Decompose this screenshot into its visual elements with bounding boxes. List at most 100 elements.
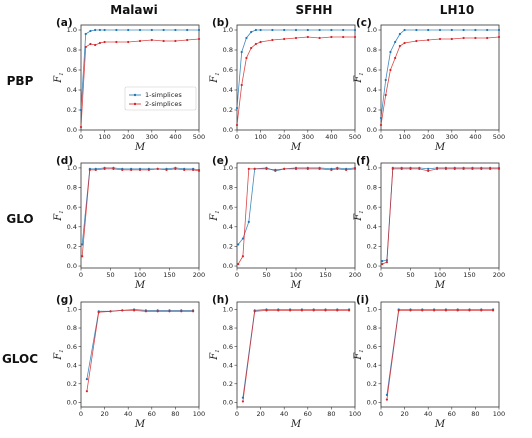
x-tick-label: 400 xyxy=(325,133,337,141)
series-line-1 xyxy=(380,29,499,119)
y-tick-label: 1.0 xyxy=(367,164,377,172)
data-point xyxy=(427,38,430,42)
x-tick-label: 50 xyxy=(262,271,270,279)
x-tick-label: 300 xyxy=(302,133,314,141)
data-point xyxy=(409,309,412,312)
data-point xyxy=(348,309,351,312)
y-axis-label: F1 xyxy=(53,349,65,360)
x-tick-label: 20 xyxy=(256,410,264,418)
data-point xyxy=(186,28,189,32)
data-point xyxy=(471,167,474,170)
y-tick-label: 0.4 xyxy=(367,361,377,369)
data-point xyxy=(254,28,257,32)
data-point xyxy=(84,45,87,49)
data-point xyxy=(94,43,97,47)
data-point xyxy=(330,168,333,171)
data-point xyxy=(235,123,239,127)
data-point xyxy=(97,311,100,314)
data-point xyxy=(165,168,168,171)
x-tick-label: 500 xyxy=(493,133,505,141)
data-point xyxy=(259,28,262,32)
y-tick-label: 0.6 xyxy=(67,66,77,74)
x-tick-label: 300 xyxy=(446,133,458,141)
data-point xyxy=(250,30,253,34)
data-point xyxy=(162,39,165,43)
y-axis-label-subscript: 1 xyxy=(59,72,65,76)
series-line-2 xyxy=(386,309,494,400)
data-point xyxy=(156,310,159,313)
data-point xyxy=(403,28,406,32)
series-line-2 xyxy=(382,168,499,265)
series-line-2 xyxy=(237,168,356,265)
data-point xyxy=(456,309,459,312)
data-point xyxy=(197,169,201,172)
data-point xyxy=(237,262,240,266)
y-axis-label-subscript: 1 xyxy=(359,210,365,214)
data-point xyxy=(394,40,397,44)
data-point xyxy=(433,309,436,312)
data-point xyxy=(180,310,183,313)
x-tick-label: 80 xyxy=(327,410,335,418)
y-tick-label: 0.0 xyxy=(223,262,233,270)
y-tick-label: 0.2 xyxy=(367,243,377,251)
data-point xyxy=(453,167,456,170)
data-point xyxy=(98,28,101,32)
data-point xyxy=(274,168,277,171)
data-point xyxy=(147,168,150,171)
x-tick-label: 500 xyxy=(349,133,361,141)
x-axis-label: M xyxy=(134,142,146,153)
x-tick-label: 100 xyxy=(193,410,205,418)
panel-e: 0 50 100 150 200 0.0 0.2 0.4 0.6 0.8 1.0 M F1 (e) xyxy=(209,155,361,291)
panel-f: 0 50 100 150 200 0.0 0.2 0.4 0.6 0.8 1.0 M F1 (f) xyxy=(353,155,505,291)
y-tick-label: 0.4 xyxy=(223,223,233,231)
data-point xyxy=(318,36,321,40)
y-tick-label: 0.2 xyxy=(223,380,233,388)
y-tick-label: 0.4 xyxy=(67,361,77,369)
column-header-malawi: Malawi xyxy=(110,3,157,17)
data-point xyxy=(306,35,309,39)
y-axis-label-subscript: 1 xyxy=(215,210,221,214)
x-tick-label: 150 xyxy=(163,271,175,279)
data-point xyxy=(271,38,274,42)
data-point xyxy=(174,167,177,170)
data-point xyxy=(241,255,244,258)
x-tick-label: 0 xyxy=(235,133,239,141)
y-axis-label: F1 xyxy=(209,210,221,221)
data-point xyxy=(289,309,292,312)
data-point xyxy=(497,35,501,39)
data-point xyxy=(241,400,244,403)
data-point xyxy=(427,28,430,32)
y-axis-label-subscript: 1 xyxy=(215,349,221,353)
series-line-1 xyxy=(236,29,355,109)
x-tick-label: 200 xyxy=(193,271,205,279)
x-tick-label: 150 xyxy=(319,271,331,279)
x-tick-label: 60 xyxy=(448,410,456,418)
y-tick-label: 0.4 xyxy=(223,361,233,369)
x-tick-label: 50 xyxy=(106,271,114,279)
x-tick-label: 0 xyxy=(79,410,83,418)
data-point xyxy=(403,41,406,45)
legend-marker xyxy=(133,102,137,106)
data-point xyxy=(336,309,339,312)
panel-label: (b) xyxy=(212,17,229,29)
data-point xyxy=(240,83,243,87)
data-point xyxy=(94,168,97,171)
data-point xyxy=(324,309,327,312)
y-tick-label: 0.2 xyxy=(367,380,377,388)
data-point xyxy=(415,39,418,43)
y-axis-label-subscript: 1 xyxy=(359,349,365,353)
data-point xyxy=(259,40,262,44)
data-point xyxy=(381,262,384,266)
series-line-2 xyxy=(86,309,194,392)
y-tick-label: 0.6 xyxy=(223,343,233,351)
data-point xyxy=(389,68,392,72)
data-point xyxy=(240,50,243,54)
data-point xyxy=(398,44,401,48)
y-tick-label: 0.6 xyxy=(367,343,377,351)
y-tick-label: 0.8 xyxy=(367,184,377,192)
x-tick-label: 200 xyxy=(493,271,505,279)
y-tick-label: 0.4 xyxy=(67,223,77,231)
y-tick-label: 0.6 xyxy=(367,203,377,211)
x-tick-label: 150 xyxy=(463,271,475,279)
